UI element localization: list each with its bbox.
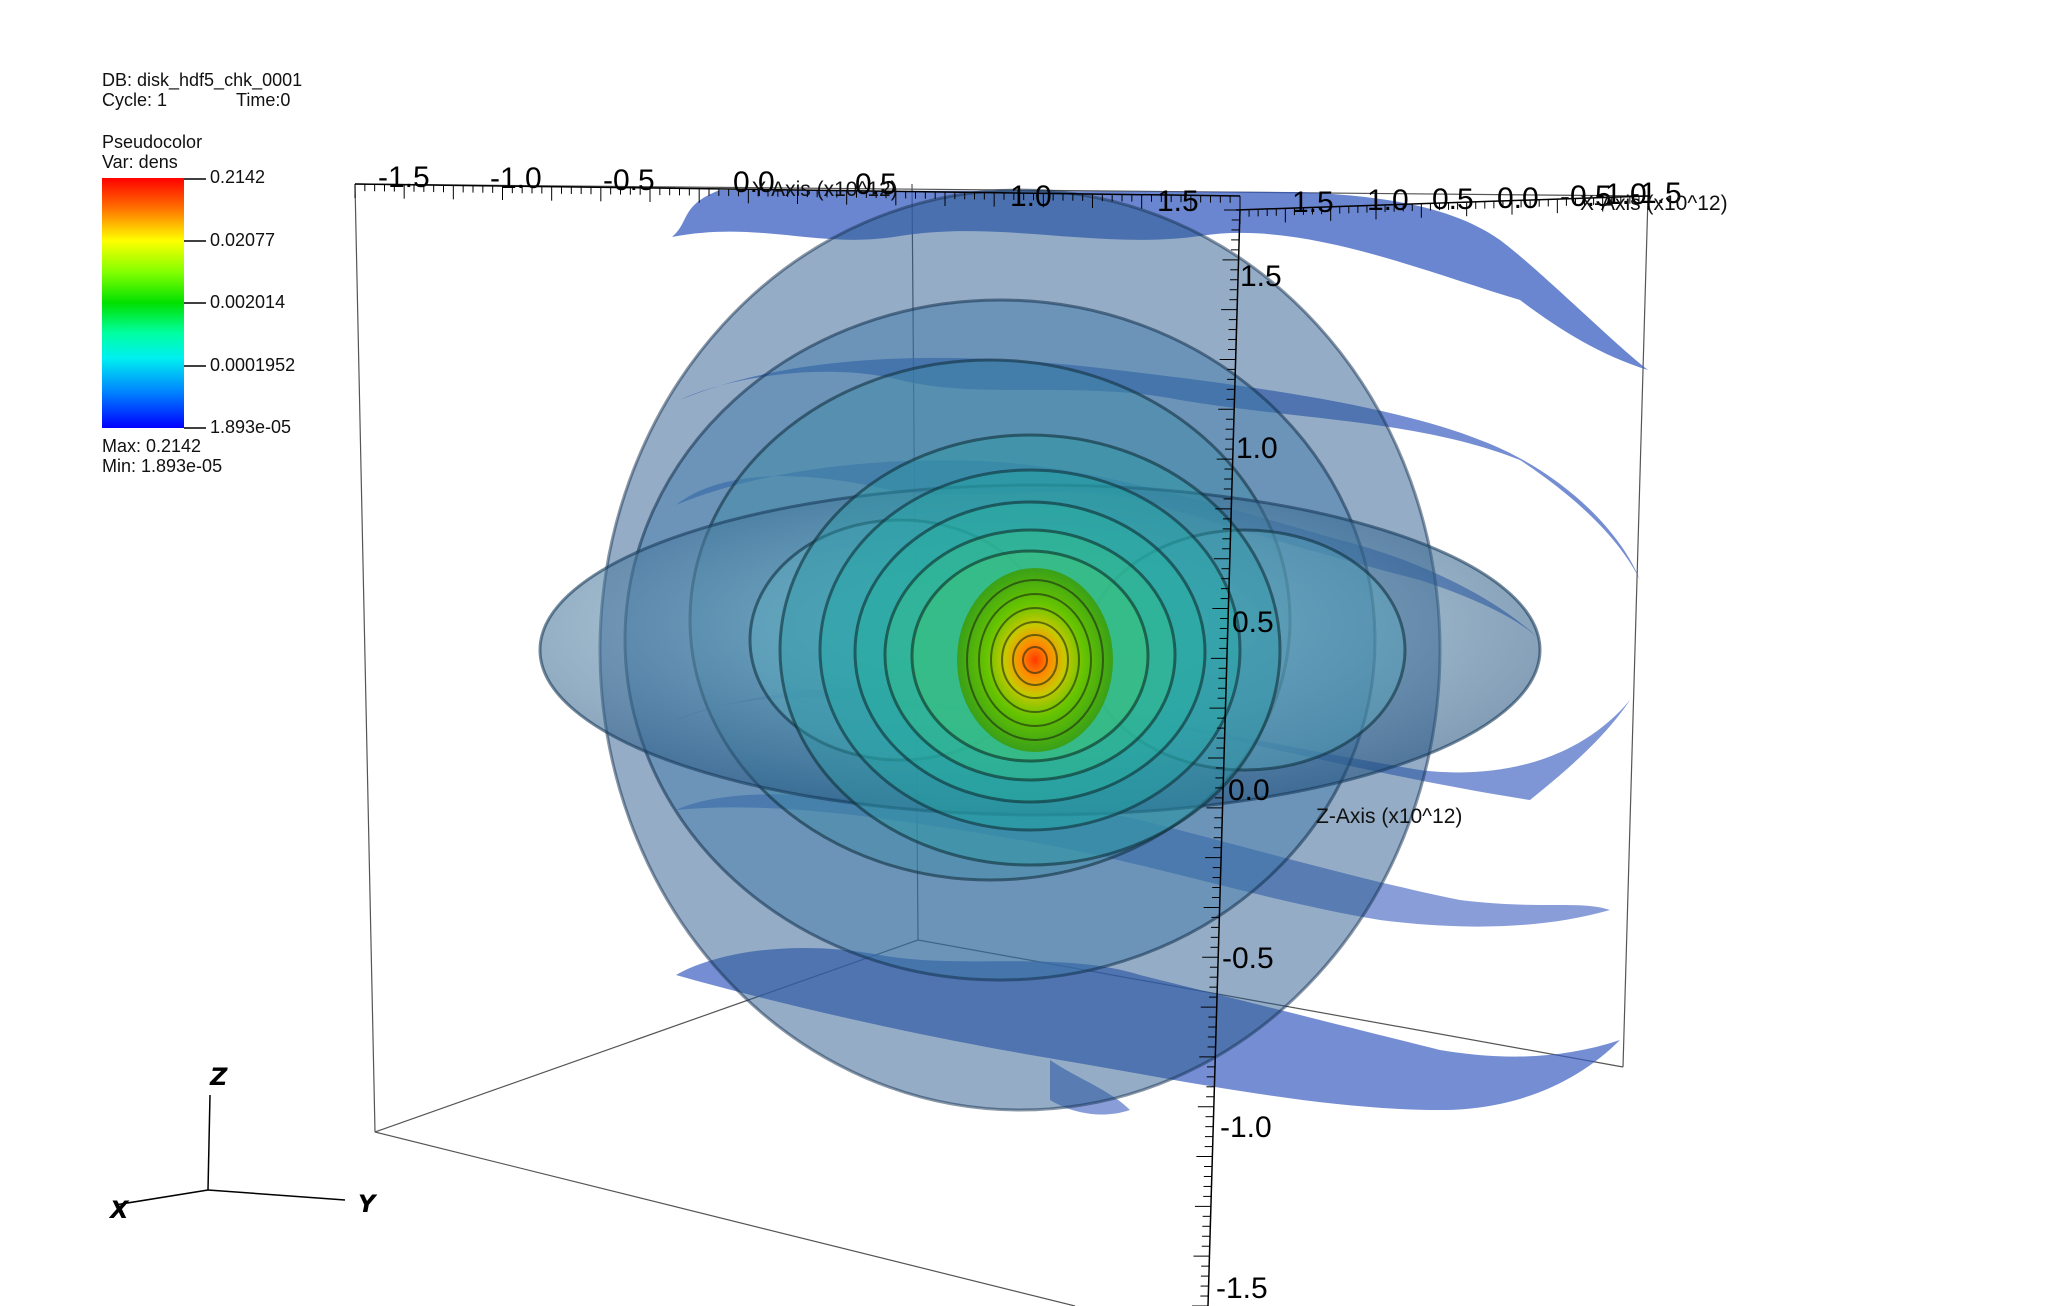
z-tick-label: -0.5 [1222, 942, 1274, 975]
legend-level-4: 0.0001952 [210, 355, 296, 375]
x-tick-label: 0.5 [1432, 183, 1474, 216]
x-tick-label: 0.0 [1497, 182, 1539, 215]
triad-y-label: Y [358, 1190, 378, 1218]
legend-level-5: 1.893e-05 [210, 417, 292, 437]
triad-x-label: X [108, 1196, 130, 1224]
y-tick-label: 1.0 [1010, 180, 1052, 213]
z-tick-label: -1.5 [1216, 1272, 1268, 1305]
z-axis: 1.5 1.0 0.5 0.0 -0.5 -1.0 -1.5 Z-Axis (x… [1207, 209, 1462, 1306]
z-axis-title: Z-Axis (x10^12) [1316, 805, 1462, 828]
z-tick-label: -1.0 [1220, 1111, 1272, 1144]
legend-level-3: 0.002014 [210, 292, 286, 312]
x-tick-label: 1.0 [1367, 184, 1409, 217]
legend-level-1: 0.2142 [210, 167, 266, 187]
x-tick-label: -1.5 [1630, 177, 1682, 210]
y-tick-label: -0.5 [603, 164, 655, 197]
y-axis-title: Y-Axis (x10^12) [752, 178, 898, 201]
z-tick-label: 0.5 [1232, 606, 1274, 639]
x-tick-label: -1.0 [1595, 178, 1647, 211]
x-axis-title: X-Axis (x10^12) [1580, 192, 1728, 215]
legend-variable: Var: dens [102, 152, 178, 172]
legend-max: Max: 0.2142 [102, 436, 202, 456]
y-axis: -1.5 -1.0 -0.5 0.0 0.5 1.0 1.5 Y-Axis (x… [354, 161, 1241, 218]
database-label: DB: disk_hdf5_chk_0001 [102, 70, 303, 90]
z-tick-label: 0.0 [1228, 774, 1270, 807]
legend-level-2: 0.02077 [210, 230, 276, 250]
cycle-label: Cycle: 1 [102, 90, 168, 110]
z-tick-label: 1.0 [1236, 432, 1278, 465]
triad-z-label: Z [209, 1063, 228, 1091]
axis-triad [114, 1094, 346, 1206]
z-tick-label: 1.5 [1240, 260, 1282, 293]
time-label: Time:0 [236, 90, 291, 110]
x-axis: 1.5 1.0 0.5 0.0 -0.5 -1.0 -1.5 X-Axis (x… [1235, 177, 1728, 219]
density-core [957, 568, 1113, 752]
legend-colorbar [102, 178, 184, 428]
y-tick-label: 1.5 [1157, 185, 1199, 218]
legend-plot-type: Pseudocolor [102, 132, 203, 152]
y-tick-label: -1.0 [490, 162, 542, 195]
legend-min: Min: 1.893e-05 [102, 456, 223, 476]
